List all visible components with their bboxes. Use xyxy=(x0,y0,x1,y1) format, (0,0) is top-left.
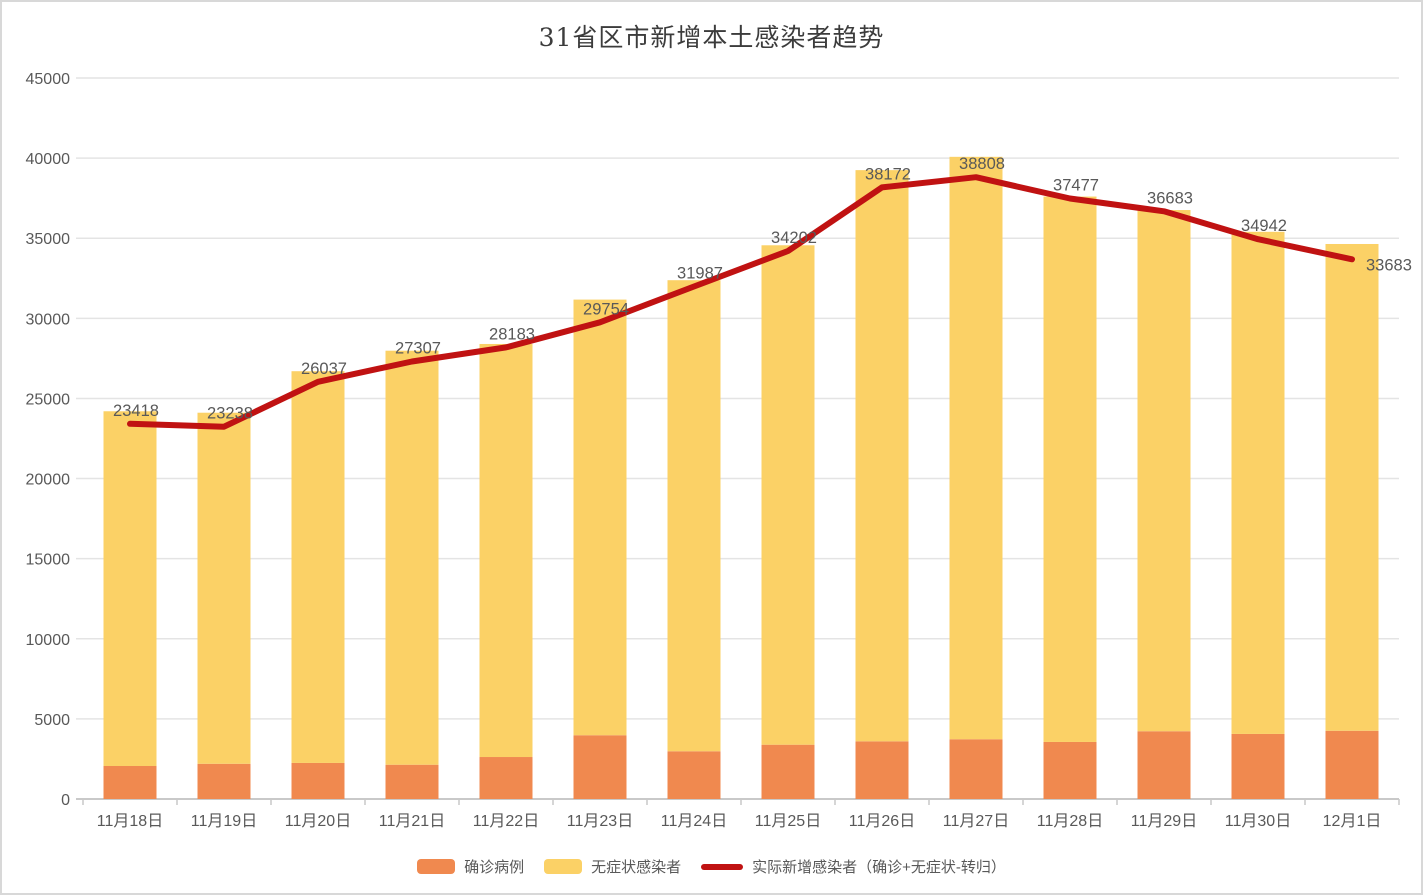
bar-confirmed xyxy=(855,741,909,799)
y-axis-label: 30000 xyxy=(26,311,71,328)
data-label: 23238 xyxy=(207,405,253,423)
legend-label-trend: 实际新增感染者（确诊+无症状-转归） xyxy=(752,859,1006,876)
y-axis-label: 5000 xyxy=(34,712,70,729)
bar-confirmed xyxy=(479,757,533,799)
y-axis-label: 25000 xyxy=(26,391,71,408)
x-axis-label: 11月21日 xyxy=(379,813,445,830)
x-axis-label: 11月22日 xyxy=(473,813,539,830)
legend-label-asymptomatic: 无症状感染者 xyxy=(591,859,682,876)
x-axis-label: 11月24日 xyxy=(661,813,727,830)
asymptomatic-swatch-icon xyxy=(544,859,583,874)
x-axis-label: 11月20日 xyxy=(285,813,351,830)
data-label: 31987 xyxy=(677,264,723,282)
x-axis-label: 11月25日 xyxy=(755,813,821,830)
data-label: 36683 xyxy=(1147,189,1193,207)
chart-legend: 确诊病例 无症状感染者 实际新增感染者（确诊+无症状-转归） xyxy=(2,856,1421,877)
y-axis-label: 15000 xyxy=(26,552,71,569)
bar-asymptomatic xyxy=(197,412,251,764)
chart-title: 31省区市新增本土感染者趋势 xyxy=(538,23,885,52)
bar-confirmed xyxy=(573,735,627,799)
data-label: 29754 xyxy=(583,300,629,318)
y-axis-label: 0 xyxy=(61,792,70,809)
bar-asymptomatic xyxy=(479,343,533,758)
data-label: 33683 xyxy=(1366,256,1412,274)
bar-asymptomatic xyxy=(1137,210,1191,732)
bar-confirmed xyxy=(1325,730,1379,799)
bar-asymptomatic xyxy=(667,280,721,752)
x-axis-label: 11月29日 xyxy=(1131,813,1197,830)
bar-confirmed xyxy=(667,751,721,799)
bar-confirmed xyxy=(385,764,439,799)
bar-confirmed xyxy=(1231,733,1285,799)
bar-confirmed xyxy=(103,765,157,799)
data-label: 23418 xyxy=(113,402,159,420)
legend-item-confirmed[interactable]: 确诊病例 xyxy=(417,856,524,877)
legend-item-asymptomatic[interactable]: 无症状感染者 xyxy=(544,856,681,877)
x-axis-label: 11月30日 xyxy=(1225,813,1291,830)
x-axis-label: 12月1日 xyxy=(1323,813,1382,830)
confirmed-swatch-icon xyxy=(417,859,456,874)
bar-asymptomatic xyxy=(761,245,815,745)
x-axis-label: 11月28日 xyxy=(1037,813,1103,830)
legend-item-trend[interactable]: 实际新增感染者（确诊+无症状-转归） xyxy=(701,856,1006,877)
x-axis-label: 11月27日 xyxy=(943,813,1009,830)
data-label: 37477 xyxy=(1053,177,1099,195)
x-axis-label: 11月19日 xyxy=(191,813,257,830)
data-label: 38172 xyxy=(865,165,911,183)
bar-asymptomatic xyxy=(1043,196,1097,742)
bar-asymptomatic xyxy=(291,371,345,763)
bar-confirmed xyxy=(1137,731,1191,799)
trend-line xyxy=(127,174,1355,430)
data-label: 38808 xyxy=(959,155,1005,173)
x-axis-label: 11月26日 xyxy=(849,813,915,830)
bar-asymptomatic xyxy=(855,170,909,742)
bar-asymptomatic xyxy=(1231,231,1285,734)
y-axis-label: 35000 xyxy=(26,231,71,248)
data-label: 34942 xyxy=(1241,217,1287,235)
bar-confirmed xyxy=(1043,741,1097,799)
trend-line-swatch-icon xyxy=(701,863,744,870)
y-axis-label: 10000 xyxy=(26,632,71,649)
y-axis-label: 20000 xyxy=(26,472,71,489)
x-axis-label: 11月18日 xyxy=(97,813,163,830)
bar-asymptomatic xyxy=(103,411,157,766)
data-label: 27307 xyxy=(395,339,441,357)
bar-asymptomatic xyxy=(573,299,627,736)
bar-confirmed xyxy=(291,762,345,799)
legend-label-confirmed: 确诊病例 xyxy=(464,859,525,876)
bar-confirmed xyxy=(761,744,815,799)
x-axis-label: 11月23日 xyxy=(567,813,633,830)
bar-asymptomatic xyxy=(385,350,439,765)
bar-confirmed xyxy=(949,739,1003,799)
bar-asymptomatic xyxy=(1325,243,1379,731)
bar-asymptomatic xyxy=(949,156,1003,740)
y-axis-label: 45000 xyxy=(26,71,71,88)
y-axis-label: 40000 xyxy=(26,151,71,168)
data-label: 26037 xyxy=(301,360,347,378)
bar-confirmed xyxy=(197,763,251,799)
data-label: 28183 xyxy=(489,325,535,343)
data-label: 34202 xyxy=(771,229,817,247)
